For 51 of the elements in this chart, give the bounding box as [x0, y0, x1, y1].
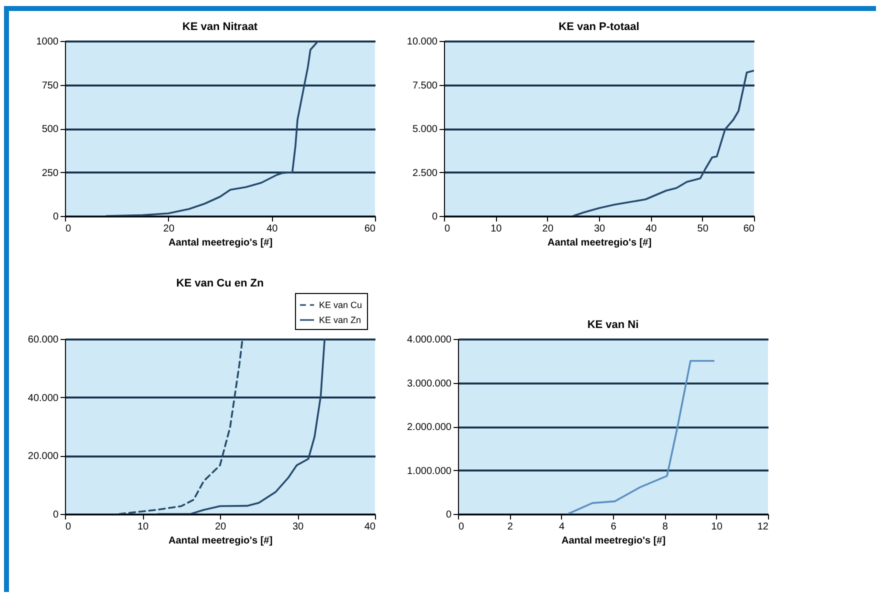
y-tick-label: 2.500 [412, 168, 438, 179]
x-axis-title: Aantal meetregio's [#] [168, 238, 273, 248]
x-tick-label: 30 [594, 224, 606, 234]
x-tick-label: 40 [364, 522, 376, 532]
x-tick-label: 2 [507, 522, 514, 532]
y-tick-label: 2.000.000 [407, 422, 452, 433]
legend-label: KE van Cu [319, 300, 362, 310]
chart-title: KE van Cu en Zn [176, 278, 264, 290]
y-tick-label: 0 [52, 510, 59, 520]
x-tick-label: 10 [711, 522, 723, 532]
x-tick-label: 20 [214, 522, 226, 532]
y-tick-label: 20.000 [28, 451, 59, 462]
x-tick-label: 0 [458, 522, 464, 532]
x-tick-label: 12 [757, 522, 769, 532]
x-axis-title: Aantal meetregio's [#] [561, 536, 666, 546]
x-tick-label: 30 [292, 522, 304, 532]
x-axis-title: Aantal meetregio's [#] [168, 536, 273, 546]
y-tick-label: 500 [42, 124, 59, 135]
chart-title: KE van Ni [587, 319, 639, 331]
x-tick-label: 0 [66, 224, 72, 234]
y-tick-label: 3.000.000 [407, 378, 452, 390]
x-tick-label: 8 [662, 522, 668, 532]
x-tick-label: 50 [697, 224, 709, 234]
y-tick-label: 40.000 [28, 392, 59, 404]
x-tick-label: 10 [137, 522, 149, 532]
y-tick-label: 250 [42, 168, 59, 179]
x-tick-label: 20 [542, 224, 554, 234]
x-tick-label: 6 [610, 522, 617, 532]
y-tick-label: 0 [432, 212, 438, 222]
x-tick-label: 0 [66, 522, 72, 532]
y-tick-label: 5.000 [412, 124, 438, 135]
y-tick-label: 0 [446, 510, 452, 520]
x-tick-label: 40 [646, 224, 658, 234]
y-tick-label: 60.000 [28, 334, 59, 346]
y-tick-label: 10.000 [406, 36, 438, 48]
x-tick-label: 4 [559, 522, 566, 532]
y-tick-label: 1.000.000 [407, 466, 452, 477]
y-tick-label: 1000 [36, 36, 59, 48]
legend-label: KE van Zn [319, 315, 362, 325]
x-tick-label: 10 [490, 224, 502, 234]
x-tick-label: 60 [364, 224, 376, 234]
x-tick-label: 60 [743, 224, 755, 234]
y-tick-label: 750 [42, 80, 59, 92]
chart-title: KE van Nitraat [182, 21, 258, 33]
x-tick-label: 40 [266, 224, 278, 234]
chart-title: KE van P-totaal [558, 21, 640, 33]
y-tick-label: 7.500 [412, 80, 438, 92]
y-tick-label: 0 [52, 212, 59, 222]
x-tick-label: 20 [163, 224, 175, 234]
y-tick-label: 4.000.000 [407, 334, 452, 346]
x-axis-title: Aantal meetregio's [#] [547, 238, 652, 248]
